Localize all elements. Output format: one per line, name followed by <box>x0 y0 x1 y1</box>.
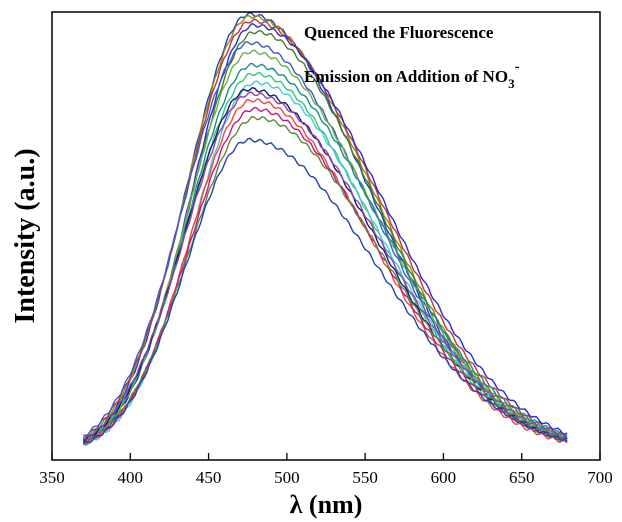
annotation-line-2: Emission on Addition of NO3- <box>304 59 520 91</box>
x-tick-label: 350 <box>39 468 65 487</box>
series-line <box>82 91 568 441</box>
plot-frame <box>51 11 601 461</box>
series-group <box>82 11 568 447</box>
annotation-subscript: 3 <box>508 76 515 91</box>
x-tick-label: 600 <box>431 468 457 487</box>
x-tick-label: 650 <box>509 468 535 487</box>
x-axis-title: λ (nm) <box>290 490 363 519</box>
x-tick-label: 400 <box>118 468 144 487</box>
annotation-line-1: Quenced the Fluorescence <box>304 23 494 42</box>
x-axis-ticks: 350 400 450 500 550 600 650 700 <box>39 453 613 487</box>
series-line <box>82 115 568 445</box>
x-tick-label: 700 <box>587 468 613 487</box>
series-line <box>83 71 568 443</box>
x-tick-label: 550 <box>352 468 378 487</box>
series-line <box>82 137 568 444</box>
annotation-line-2-text: Emission on Addition of NO <box>304 67 508 86</box>
annotation-superscript: - <box>515 59 520 75</box>
series-line <box>82 22 568 445</box>
x-tick-label: 450 <box>196 468 222 487</box>
x-tick-label: 500 <box>274 468 300 487</box>
y-axis-title: Intensity (a.u.) <box>10 148 41 323</box>
series-line <box>83 41 568 442</box>
